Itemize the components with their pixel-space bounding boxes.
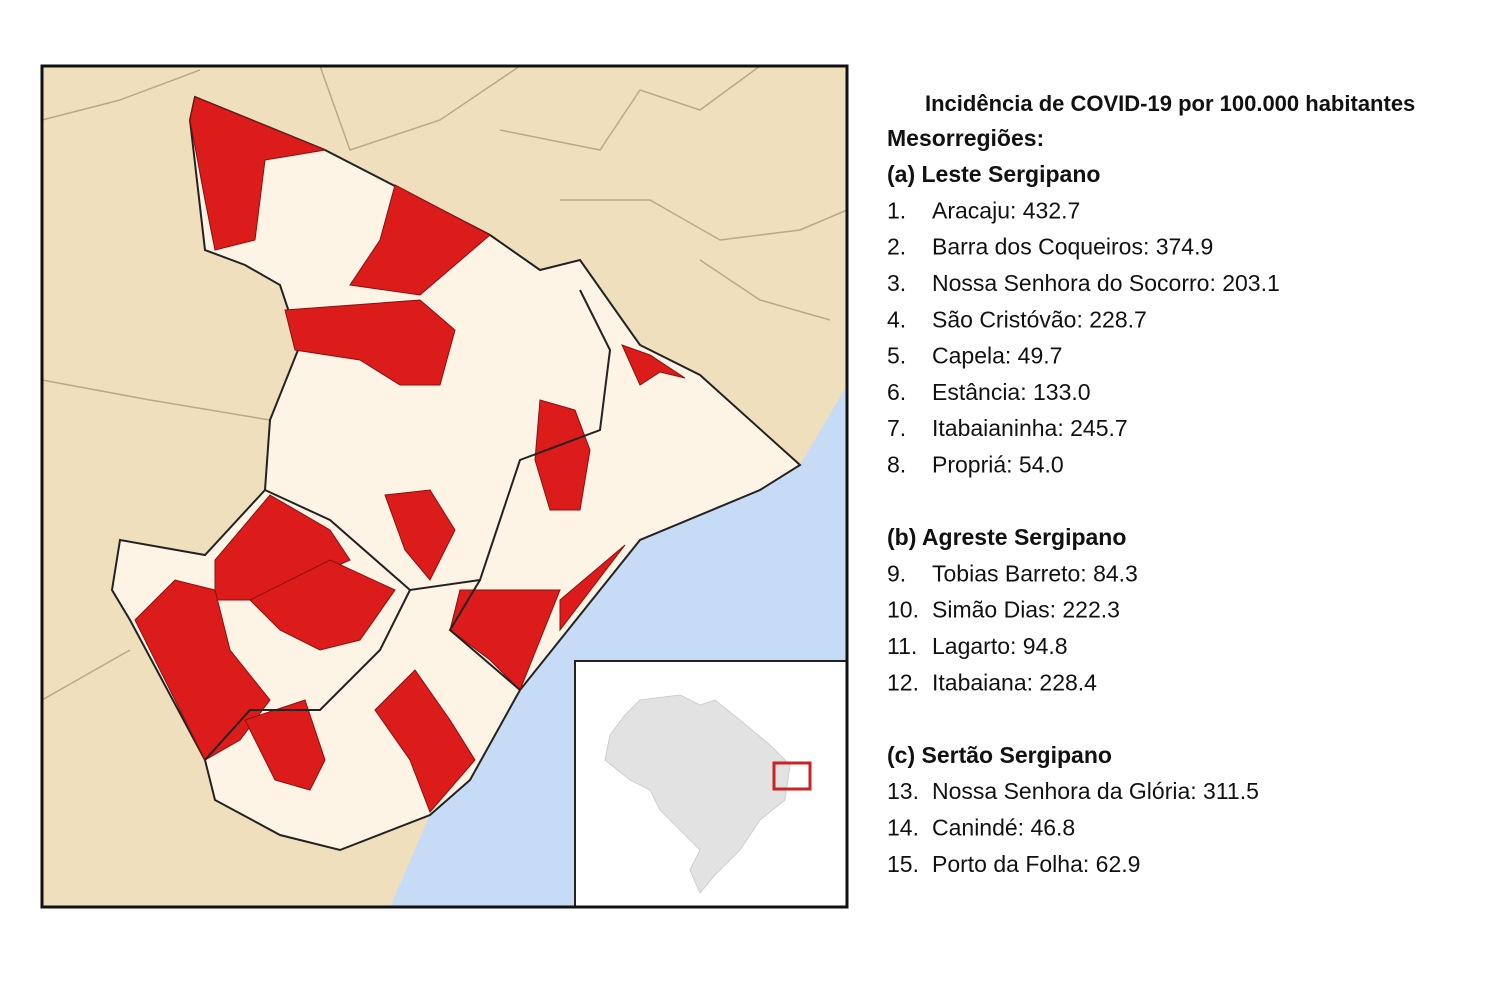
legend: Incidência de COVID-19 por 100.000 habit… [887, 91, 1415, 877]
item-label: Tobias Barreto: 84.3 [932, 560, 1138, 586]
item-number: 7. [887, 415, 906, 441]
item-number: 1. [887, 197, 906, 223]
item-number: 13. [887, 778, 919, 804]
item-number: 11. [887, 633, 917, 659]
item-label: Estância: 133.0 [932, 379, 1091, 405]
item-number: 5. [887, 343, 906, 369]
item-number: 8. [887, 451, 906, 477]
item-label: Nossa Senhora da Glória: 311.5 [932, 778, 1259, 804]
group-heading: (a) Leste Sergipano [887, 161, 1100, 187]
item-number: 9. [887, 560, 906, 586]
location-marker [772, 761, 812, 791]
item-label: Capela: 49.7 [932, 343, 1062, 369]
item-label: Lagarto: 94.8 [932, 633, 1068, 659]
item-label: Itabaianinha: 245.7 [932, 415, 1128, 441]
item-number: 15. [887, 851, 919, 877]
item-label: São Cristóvão: 228.7 [932, 306, 1147, 332]
map-frame [40, 64, 849, 909]
item-number: 10. [887, 597, 919, 623]
neighbor-borders [41, 65, 848, 701]
legend-title: Incidência de COVID-19 por 100.000 habit… [925, 91, 1415, 116]
item-label: Propriá: 54.0 [932, 451, 1064, 477]
group-heading: (c) Sertão Sergipano [887, 742, 1112, 768]
item-number: 4. [887, 306, 906, 332]
item-label: Nossa Senhora do Socorro: 203.1 [932, 270, 1280, 296]
item-number: 3. [887, 270, 906, 296]
item-label: Aracaju: 432.7 [932, 197, 1080, 223]
item-label: Canindé: 46.8 [932, 814, 1075, 840]
item-number: 14. [887, 814, 919, 840]
region-borders [204, 289, 612, 761]
item-number: 12. [887, 669, 919, 695]
item-label: Simão Dias: 222.3 [932, 597, 1120, 623]
item-number: 2. [887, 234, 906, 260]
brazil-outline [604, 694, 791, 894]
legend-subtitle: Mesorregiões: [887, 125, 1044, 151]
map [40, 64, 849, 909]
item-label: Barra dos Coqueiros: 374.9 [932, 234, 1213, 260]
highlighted-municipalities [134, 96, 686, 813]
item-label: Porto da Folha: 62.9 [932, 851, 1140, 877]
item-label: Itabaiana: 228.4 [932, 669, 1097, 695]
item-number: 6. [887, 379, 906, 405]
group-heading: (b) Agreste Sergipano [887, 524, 1126, 550]
